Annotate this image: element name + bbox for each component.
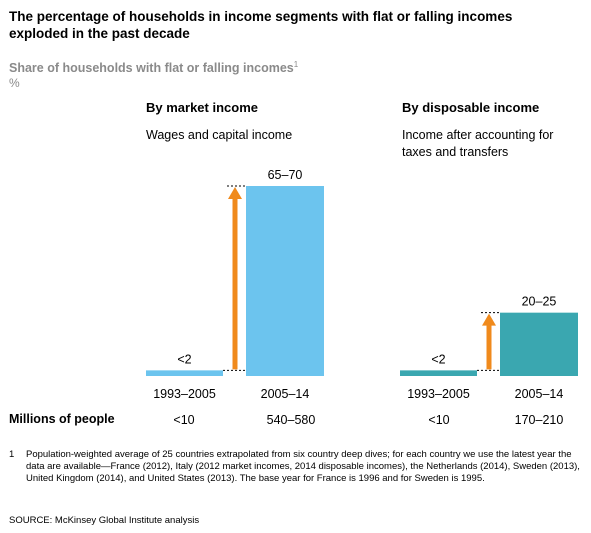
bar-disposable-1 [500, 312, 578, 376]
people-value-market-2005: 540–580 [266, 413, 316, 427]
increase-arrow-head-market [228, 187, 242, 199]
bar-value-label-disposable-1: 20–25 [522, 295, 557, 309]
bar-value-label-market-0: <2 [177, 352, 191, 366]
panel-subtitle-market: Wages and capital income [146, 128, 293, 142]
people-value-disposable-1993: <10 [428, 413, 450, 427]
people-label: Millions of people [9, 412, 115, 426]
footnote-number: 1 [9, 449, 15, 460]
panel-title-market: By market income [146, 100, 258, 115]
panel-subtitle-disposable: Income after accounting for taxes and tr… [402, 128, 554, 159]
footnote: 1 Population-weighted average of 25 coun… [9, 449, 584, 485]
increase-arrow-shaft-disposable [486, 323, 492, 370]
chart-subtitle: Share of households with flat or falling… [9, 60, 298, 75]
bar-market-0 [146, 370, 223, 376]
people-value-disposable-2005: 170–210 [514, 413, 564, 427]
bar-disposable-0 [400, 370, 477, 376]
panel-title-disposable: By disposable income [402, 100, 540, 115]
subtitle-text: Share of households with flat or falling… [9, 61, 294, 76]
bar-market-1 [246, 186, 324, 376]
bar-value-label-disposable-0: <2 [431, 352, 445, 366]
chart-title: The percentage of households in income s… [9, 9, 513, 41]
increase-arrow-shaft-market [232, 197, 238, 370]
category-label-market-0: 1993–2005 [153, 387, 216, 401]
people-value-market-1993: <10 [173, 413, 195, 427]
category-label-disposable-1: 2005–14 [515, 387, 564, 401]
category-label-disposable-0: 1993–2005 [407, 387, 470, 401]
category-label-market-1: 2005–14 [261, 387, 310, 401]
unit-label: % [9, 76, 20, 90]
subtitle-footnote-marker: 1 [293, 60, 299, 69]
increase-arrow-head-disposable [482, 313, 496, 326]
footnote-text: Population-weighted average of 25 countr… [26, 449, 580, 484]
source-note: SOURCE: McKinsey Global Institute analys… [9, 515, 200, 526]
bar-value-label-market-1: 65–70 [268, 168, 303, 182]
